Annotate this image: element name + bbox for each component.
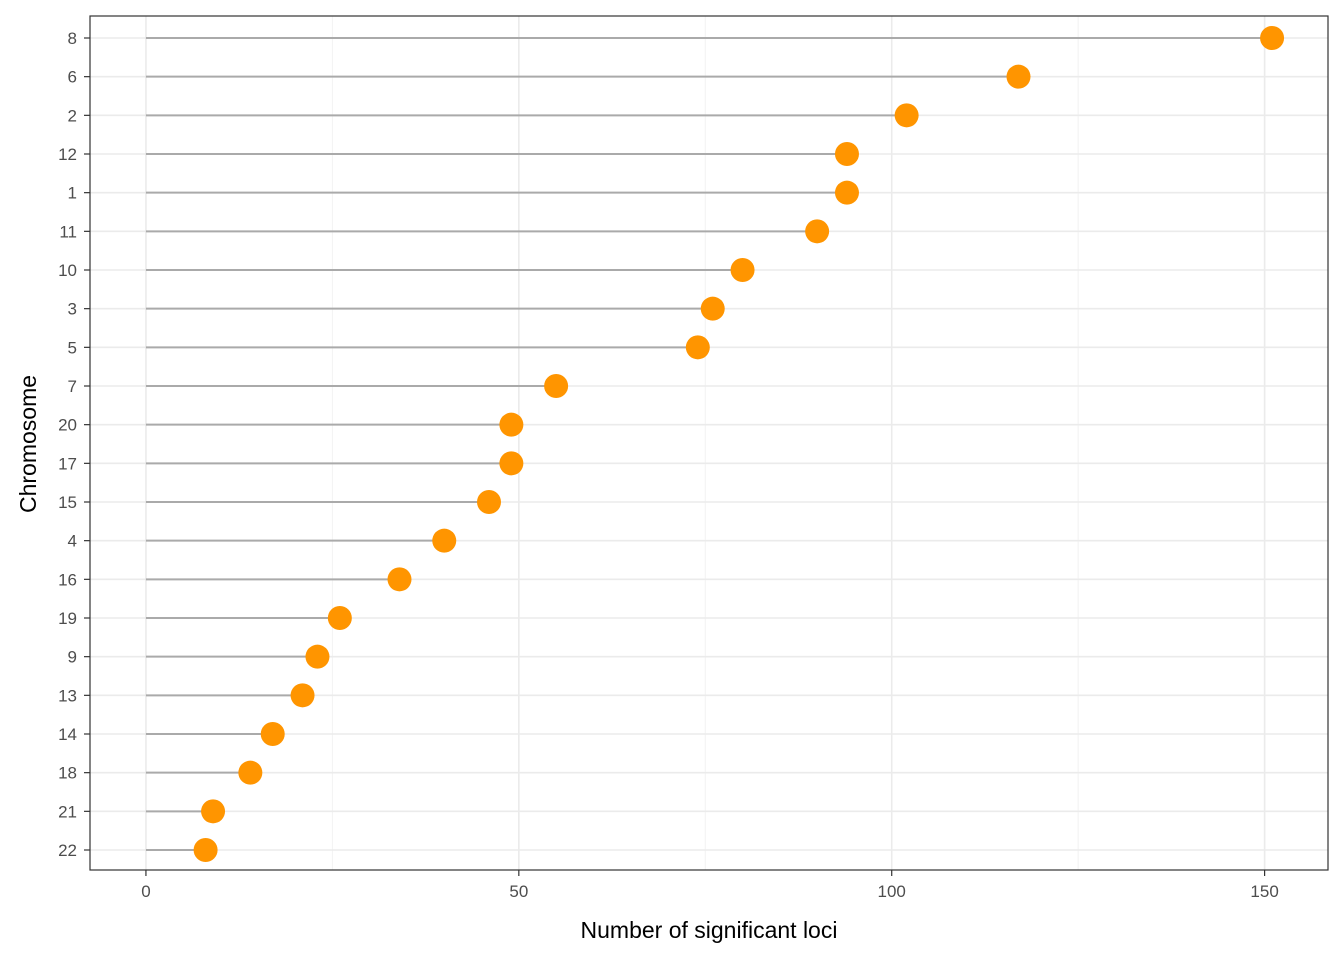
y-tick-label: 19: [58, 609, 77, 628]
point-chr-15: [476, 490, 501, 514]
y-tick-label: 8: [68, 29, 77, 48]
point-chr-19: [327, 606, 352, 630]
y-tick-label: 10: [58, 261, 77, 280]
y-tick-label: 17: [58, 454, 77, 473]
point-chr-20: [499, 412, 524, 437]
y-tick-label: 20: [58, 416, 77, 435]
panel-border: [89, 15, 1329, 871]
y-tick-label: 1: [68, 184, 77, 203]
y-tick-label: 9: [68, 648, 77, 667]
point-chr-3: [700, 296, 725, 321]
y-tick-label: 16: [58, 570, 77, 589]
point-chr-11: [805, 219, 830, 244]
minor-gridlines: [331, 16, 1079, 870]
point-chr-17: [499, 451, 524, 476]
x-tick-label: 0: [141, 882, 150, 901]
y-tick-label: 11: [59, 222, 77, 241]
point-chr-10: [730, 258, 755, 282]
x-axis-title: Number of significant loci: [581, 917, 838, 943]
y-tick-label: 18: [58, 764, 77, 783]
lollipop-stems: [145, 37, 1273, 851]
point-chr-21: [201, 799, 226, 824]
y-tick-label: 6: [68, 68, 77, 87]
y-tick-label: 13: [58, 686, 77, 705]
point-chr-13: [290, 683, 315, 708]
point-chr-14: [260, 722, 285, 746]
x-tick-label: 150: [1250, 882, 1278, 901]
point-chr-12: [834, 142, 859, 166]
point-chr-7: [544, 374, 569, 398]
y-axis-title: Chromosome: [15, 375, 41, 513]
point-chr-16: [387, 567, 412, 592]
point-chr-22: [193, 838, 218, 862]
point-chr-18: [238, 760, 263, 785]
y-tick-label: 3: [68, 300, 77, 319]
point-chr-2: [894, 103, 919, 128]
y-tick-label: 21: [58, 802, 77, 821]
point-chr-1: [834, 180, 859, 205]
y-tick-label: 7: [68, 377, 77, 396]
y-tick-label: 14: [58, 725, 77, 744]
y-tick-label: 4: [68, 532, 77, 551]
x-tick-label: 50: [509, 882, 528, 901]
y-tick-label: 5: [68, 338, 77, 357]
x-axis-ticks: 0 50 100 150: [141, 870, 1279, 901]
y-tick-label: 12: [58, 145, 77, 164]
y-tick-label: 22: [58, 841, 77, 860]
point-chr-4: [432, 528, 457, 553]
lollipop-points: [193, 26, 1285, 862]
point-chr-6: [1006, 64, 1031, 89]
point-chr-8: [1260, 26, 1285, 50]
point-chr-9: [305, 644, 330, 669]
point-chr-5: [685, 335, 710, 360]
x-tick-label: 100: [878, 882, 906, 901]
y-tick-label: 2: [68, 106, 77, 125]
y-tick-label: 15: [58, 493, 77, 512]
